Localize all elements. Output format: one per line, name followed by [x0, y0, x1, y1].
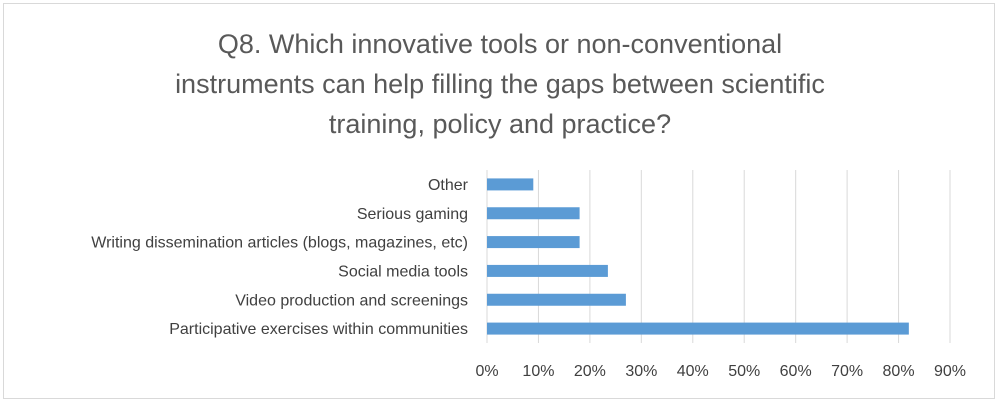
chart-title-line-1: Q8. Which innovative tools or non-conven…	[217, 29, 783, 59]
x-tick-label: 40%	[677, 363, 709, 380]
chart-title-line-3: training, policy and practice?	[328, 109, 672, 139]
category-label: Video production and screenings	[235, 292, 468, 309]
chart-title: Q8. Which innovative tools or non-conven…	[0, 24, 1000, 144]
chart-title-line-2: instruments can help filling the gaps be…	[175, 69, 825, 99]
x-tick-label: 10%	[522, 363, 554, 380]
bar	[487, 322, 909, 335]
x-tick-label: 60%	[780, 363, 812, 380]
category-label: Social media tools	[338, 263, 468, 280]
x-tick-label: 20%	[574, 363, 606, 380]
bar	[487, 293, 626, 306]
category-label: Other	[428, 177, 469, 194]
bar	[487, 178, 534, 191]
x-tick-label: 30%	[625, 363, 657, 380]
bar	[487, 264, 608, 277]
category-label: Writing dissemination articles (blogs, m…	[91, 235, 468, 252]
x-tick-label: 90%	[934, 363, 966, 380]
bar	[487, 207, 580, 220]
x-tick-label: 80%	[883, 363, 915, 380]
x-tick-label: 50%	[728, 363, 760, 380]
x-tick-label: 0%	[475, 363, 498, 380]
category-label: Participative exercises within communiti…	[169, 321, 468, 338]
category-label: Serious gaming	[357, 206, 468, 223]
x-tick-label: 70%	[831, 363, 863, 380]
bar	[487, 236, 580, 249]
